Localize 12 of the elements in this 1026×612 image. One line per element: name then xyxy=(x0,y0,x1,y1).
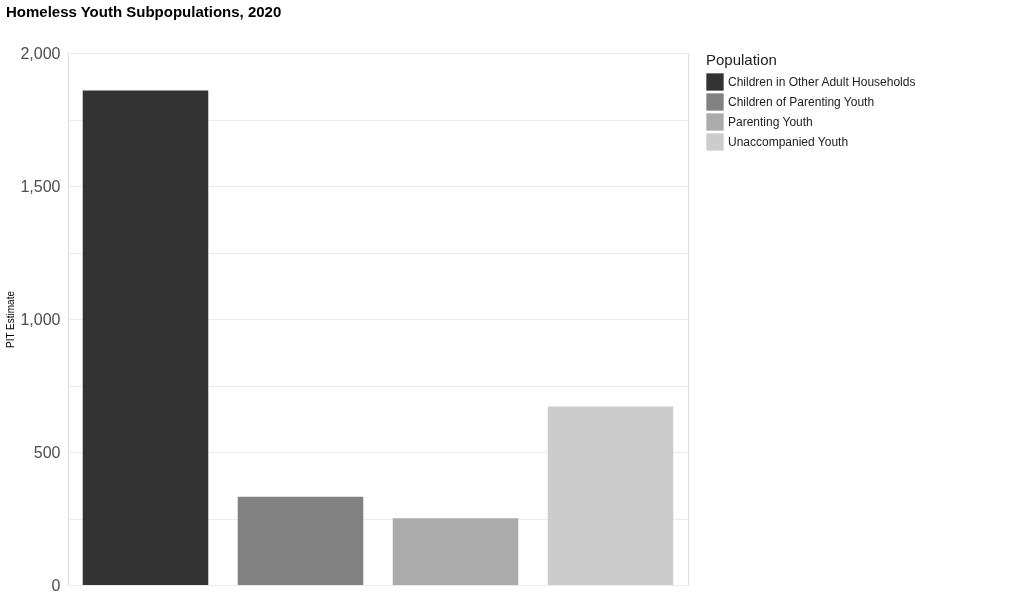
legend-label: Children of Parenting Youth xyxy=(728,95,875,109)
y-tick-label: 2,000 xyxy=(20,44,61,62)
y-tick-label: 1,500 xyxy=(20,177,61,195)
y-tick-label: 1,000 xyxy=(20,310,61,328)
y-tick-label: 0 xyxy=(51,576,61,594)
legend-title: Population xyxy=(706,51,777,68)
y-axis-title: PIT Estimate xyxy=(5,290,17,349)
chart-title: Homeless Youth Subpopulations, 2020 xyxy=(5,3,282,20)
legend-label: Unaccompanied Youth xyxy=(728,135,849,149)
y-tick-label: 500 xyxy=(33,443,61,461)
legend-label: Children in Other Adult Households xyxy=(728,75,916,89)
legend-label: Parenting Youth xyxy=(728,115,813,129)
